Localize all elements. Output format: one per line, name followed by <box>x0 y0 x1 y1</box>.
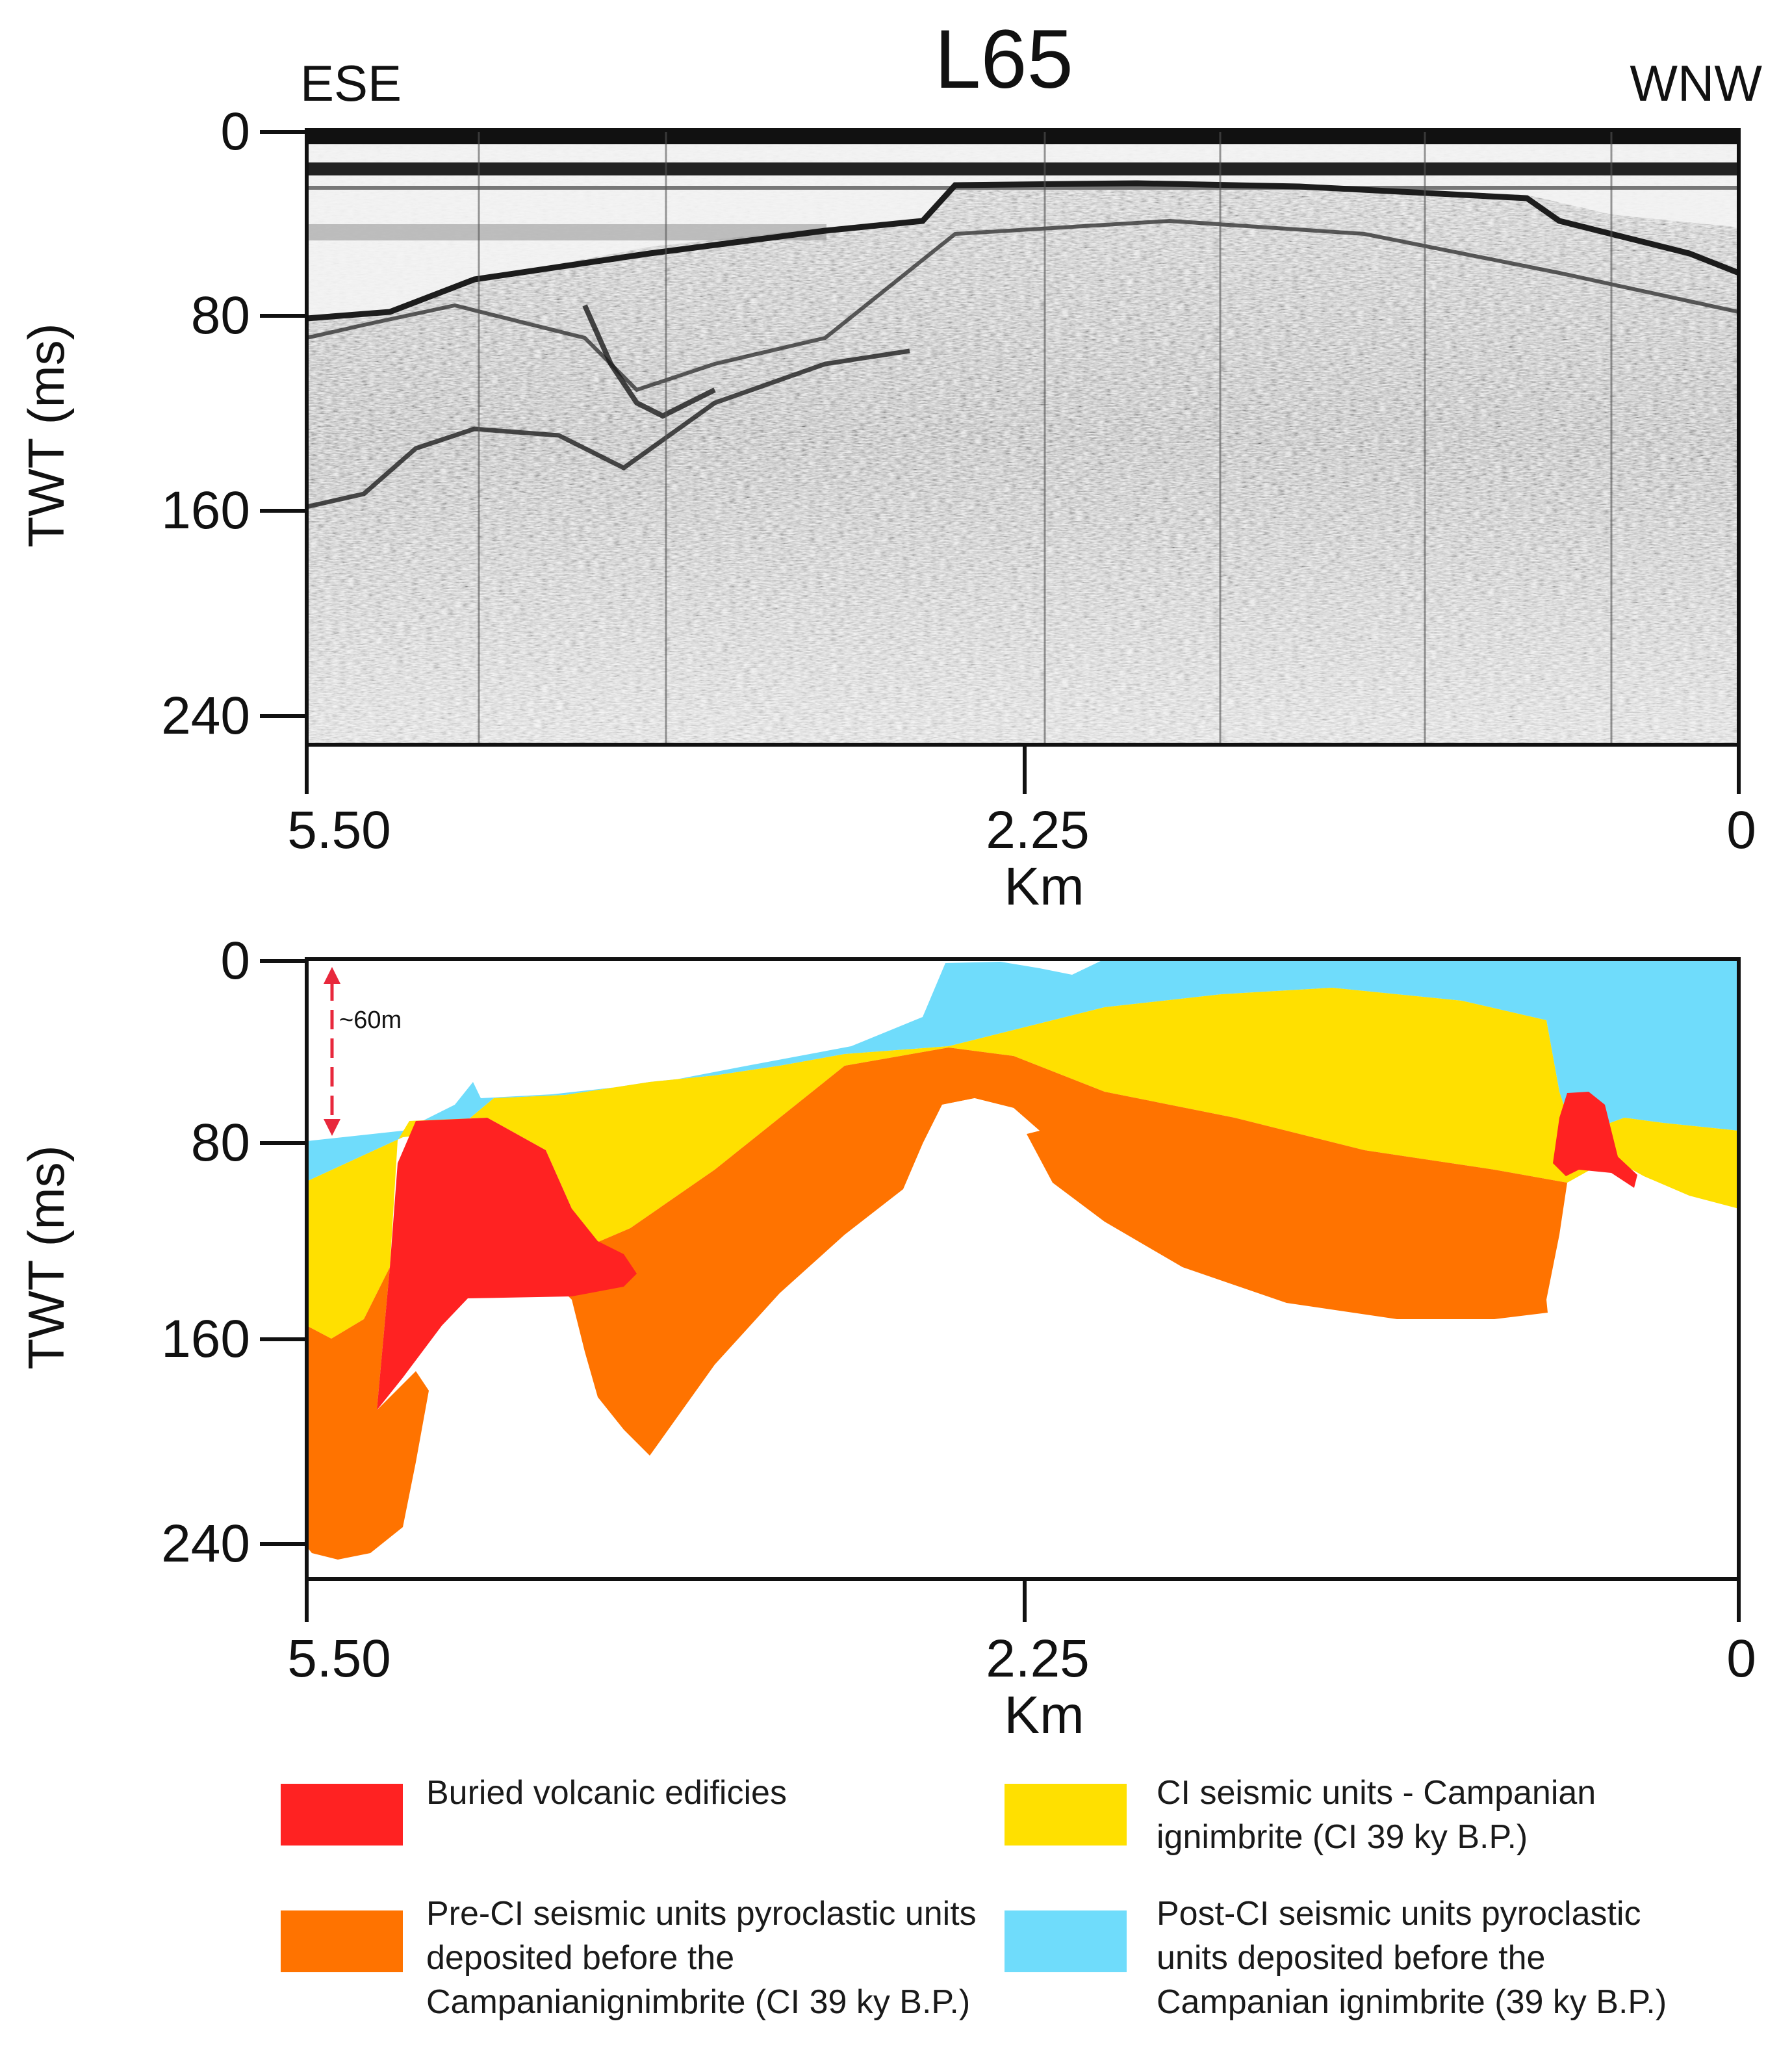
bottom-y-axis <box>260 959 307 1546</box>
bottom-x-tick-2.25: 2.25 <box>986 1629 1090 1688</box>
top-y-axis <box>260 130 307 718</box>
trace-lines <box>478 130 1613 745</box>
legend-swatch-post-ci <box>1005 1910 1127 1972</box>
volcanic-edifice-left <box>377 1118 637 1410</box>
seafloor-band-1 <box>307 130 1739 144</box>
bottom-x-tick-0: 0 <box>1726 1629 1756 1688</box>
legend-label-pre-ci: Pre-CI seismic units pyroclastic units d… <box>426 1895 986 2021</box>
direction-left: ESE <box>300 55 402 112</box>
top-x-axis <box>305 745 1741 794</box>
bottom-x-axis <box>305 1579 1741 1622</box>
volcanic-edifice-right <box>1553 1092 1637 1188</box>
ci-unit <box>307 988 1739 1339</box>
thickness-label: ~60m <box>339 1007 402 1034</box>
bottom-y-tick-80: 80 <box>191 1113 250 1172</box>
top-y-tick-80: 80 <box>191 286 250 345</box>
bottom-y-tick-240: 240 <box>161 1514 250 1573</box>
interpretation-layers <box>307 959 1739 1560</box>
bottom-y-axis-label: TWT (ms) <box>18 1145 75 1369</box>
seismic-image <box>307 130 1739 745</box>
top-x-tick-2.25: 2.25 <box>986 801 1090 860</box>
top-y-axis-label: TWT (ms) <box>18 323 75 547</box>
water-column <box>307 130 1739 318</box>
water-band <box>307 224 826 240</box>
subbottom-reflector-2 <box>307 348 910 509</box>
bottom-x-axis-label: Km <box>1005 1686 1084 1745</box>
seafloor-band-2 <box>307 162 1739 175</box>
subbottom-reflector-3 <box>582 304 716 419</box>
seafloor-reflector <box>307 180 1739 322</box>
direction-right: WNW <box>1630 55 1762 112</box>
bottom-y-tick-160: 160 <box>161 1309 250 1369</box>
post-ci-unit <box>307 959 1739 1181</box>
figure-title: L65 <box>934 13 1073 106</box>
top-y-tick-160: 160 <box>161 481 250 540</box>
legend-label-volcanic: Buried volcanic edificies <box>426 1774 787 1812</box>
thickness-arrow <box>324 967 340 1136</box>
pre-ci-unit <box>307 1048 1567 1560</box>
top-x-axis-label: Km <box>1005 857 1084 916</box>
pre-ci-gap <box>923 1098 1040 1144</box>
bottom-y-tick-0: 0 <box>220 931 250 990</box>
bottom-x-tick-5.50: 5.50 <box>287 1629 391 1688</box>
top-x-tick-5.50: 5.50 <box>287 801 391 860</box>
top-y-tick-240: 240 <box>161 686 250 745</box>
legend-label-post-ci: Post-CI seismic units pyroclastic units … <box>1157 1895 1667 2021</box>
subbottom-reflector-1 <box>307 218 1739 392</box>
legend: Buried volcanic edificies CI seismic uni… <box>281 1774 1667 2021</box>
legend-swatch-volcanic <box>281 1784 403 1846</box>
top-x-tick-0: 0 <box>1726 801 1756 860</box>
legend-swatch-pre-ci <box>281 1910 403 1972</box>
seafloor-band-3 <box>307 186 1739 190</box>
legend-label-ci: CI seismic units - Campanian ignimbrite … <box>1157 1774 1606 1856</box>
top-y-tick-0: 0 <box>220 102 250 161</box>
legend-swatch-ci <box>1005 1784 1127 1846</box>
